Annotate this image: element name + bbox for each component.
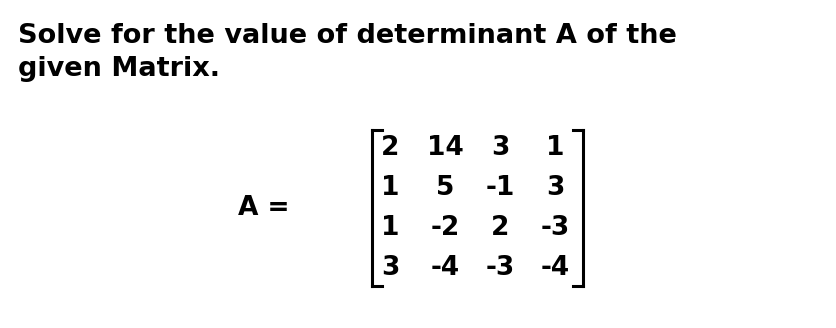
- Text: 5: 5: [436, 175, 454, 201]
- Text: given Matrix.: given Matrix.: [18, 56, 220, 82]
- Text: A =: A =: [238, 195, 290, 221]
- Text: 3: 3: [546, 175, 564, 201]
- Text: -1: -1: [486, 175, 515, 201]
- Text: 14: 14: [426, 135, 463, 161]
- Text: 3: 3: [381, 255, 399, 281]
- Text: -4: -4: [431, 255, 460, 281]
- Text: 3: 3: [491, 135, 509, 161]
- Text: -2: -2: [431, 215, 460, 241]
- Text: 2: 2: [381, 135, 399, 161]
- Text: 1: 1: [546, 135, 564, 161]
- Text: 1: 1: [380, 175, 400, 201]
- Text: 1: 1: [380, 215, 400, 241]
- Text: 2: 2: [491, 215, 509, 241]
- Text: -3: -3: [540, 215, 569, 241]
- Text: -4: -4: [540, 255, 569, 281]
- Text: Solve for the value of determinant A of the: Solve for the value of determinant A of …: [18, 23, 677, 49]
- Text: -3: -3: [486, 255, 515, 281]
